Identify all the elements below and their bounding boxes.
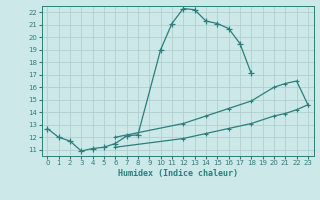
X-axis label: Humidex (Indice chaleur): Humidex (Indice chaleur) <box>118 169 237 178</box>
